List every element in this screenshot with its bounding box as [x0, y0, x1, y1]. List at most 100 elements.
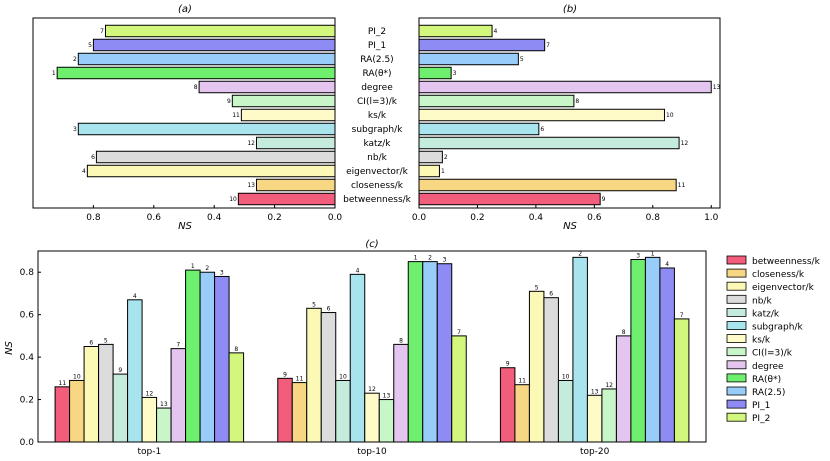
panel-a-rank-label: 7 [100, 28, 104, 35]
panel-c-bar [451, 335, 467, 443]
panel-c-rank-label: 11 [518, 378, 526, 385]
panel-c-bar [127, 299, 143, 443]
panel-c-rank-label: 7 [680, 312, 684, 319]
panel-a-rank-label: 3 [73, 126, 77, 133]
panel-b-xtick-label: 0.2 [470, 213, 484, 223]
panel-c-bar [199, 271, 216, 443]
panel-c-ytick-label: 0.0 [20, 438, 35, 448]
panel-c-bar [170, 348, 187, 443]
panel-b-rank-label: 1 [441, 168, 445, 175]
panel-b-rank-label: 9 [602, 196, 606, 203]
panel-c-bar [407, 261, 424, 443]
panel-c-group-label: top-1 [137, 447, 161, 457]
panel-c-bar [320, 312, 337, 443]
panel-a-xtick-label: 0.2 [267, 213, 281, 223]
panel-a-bar-2 [77, 52, 336, 66]
legend-label: eigenvector/k [752, 283, 815, 293]
panel-c-bar [630, 258, 646, 443]
panel-c-rank-label: 13 [383, 393, 391, 400]
panel-c-rank-label: 10 [73, 373, 81, 380]
panel-c-bar [349, 273, 366, 443]
panel-a-xlabel: NS [178, 221, 192, 232]
panel-c-bar [673, 318, 690, 443]
panel-a-bar-8 [255, 136, 336, 150]
panel-b-bar-5 [418, 94, 575, 108]
panel-b-rank-label: 10 [666, 112, 674, 119]
panel-c-rank-label: 3 [220, 269, 224, 276]
panel-c-bar [528, 290, 545, 443]
panel-c-bar [543, 297, 559, 443]
panel-c-ytick-label: 0.8 [20, 268, 35, 278]
category-label: RA(2.5) [360, 55, 393, 65]
legend-label: closeness/k [752, 270, 805, 280]
panel-c-rank-label: 2 [428, 255, 432, 262]
panel-c-bar [659, 267, 675, 443]
panel-b-rank-label: 6 [540, 126, 544, 133]
panel-c-bar [291, 382, 308, 443]
panel-c-title: (c) [365, 239, 378, 250]
panel-a-bar-10 [86, 164, 336, 178]
panel-a-bar-6 [240, 108, 336, 122]
panel-c-rank-label: 6 [327, 306, 331, 313]
panel-b-bar-9 [418, 150, 443, 164]
panel-c-rank-label: 12 [146, 390, 154, 397]
category-label: betweenness/k [343, 195, 412, 205]
panel-c-group-label: top-10 [357, 447, 387, 457]
panel-c-rank-label: 12 [605, 382, 613, 389]
panel-b-rank-label: 3 [453, 70, 457, 77]
panel-c-rank-label: 8 [399, 337, 403, 344]
panel-a-rank-label: 10 [229, 196, 237, 203]
panel-b-bar-1 [418, 38, 546, 52]
panel-c-rank-label: 4 [665, 261, 669, 268]
panel-c-bar [306, 307, 322, 443]
panel-c-rank-label: 8 [234, 346, 238, 353]
panel-c-bar [98, 343, 114, 443]
legend-swatch [726, 373, 747, 383]
panel-c-rank-label: 9 [118, 367, 122, 374]
panel-c-rank-label: 2 [578, 250, 582, 257]
legend-label: PI_2 [752, 414, 770, 424]
panel-c-rank-label: 5 [312, 301, 316, 308]
panel-b-xtick-label: 0.8 [646, 213, 661, 223]
panel-c-bar [572, 256, 588, 443]
legend-swatch [726, 307, 747, 317]
panel-c-rank-label: 6 [549, 291, 553, 298]
panel-c-bar [277, 377, 293, 443]
panel-c-rank-label: 4 [133, 293, 137, 300]
panel-b-title: (b) [563, 4, 577, 15]
panel-b-bar-10 [418, 164, 440, 178]
panel-c-rank-label: 2 [205, 265, 209, 272]
panel-b-bar-2 [418, 52, 519, 66]
panel-c-bar [364, 392, 380, 443]
panel-c-rank-label: 10 [339, 373, 347, 380]
panel-c-bar [141, 396, 158, 443]
panel-c-bar [83, 346, 100, 443]
panel-a-bar-12 [237, 192, 336, 206]
legend-label: RA(θ*) [752, 375, 781, 385]
legend-label: PI_1 [752, 401, 770, 411]
panel-b-rank-label: 4 [494, 28, 498, 35]
legend-swatch [726, 334, 747, 344]
panel-c-bar [436, 263, 453, 443]
panel-c-rank-label: 13 [160, 401, 168, 408]
panel-b-rank-label: 2 [444, 154, 448, 161]
panel-b-rank-label: 12 [681, 140, 689, 147]
panel-b-bar-0 [418, 24, 493, 38]
panel-c-bar [112, 373, 129, 443]
panel-a-rank-label: 9 [227, 98, 231, 105]
panel-c-rank-label: 11 [296, 376, 304, 383]
panel-c-rank-label: 5 [104, 337, 108, 344]
category-label: ks/k [368, 111, 387, 121]
legend-swatch [726, 399, 747, 409]
panel-b-rank-label: 5 [520, 56, 524, 63]
panel-b-bar-4 [418, 80, 712, 94]
panel-c-ylabel: NS [4, 340, 15, 354]
category-label: RA(θ*) [362, 69, 391, 79]
panel-a-rank-label: 4 [82, 168, 86, 175]
legend-swatch [726, 347, 747, 357]
panel-c-rank-label: 4 [356, 267, 360, 274]
panel-c-ytick-label: 0.6 [20, 311, 35, 321]
panel-c-bar [214, 275, 230, 443]
panel-b-rank-label: 11 [678, 182, 686, 189]
